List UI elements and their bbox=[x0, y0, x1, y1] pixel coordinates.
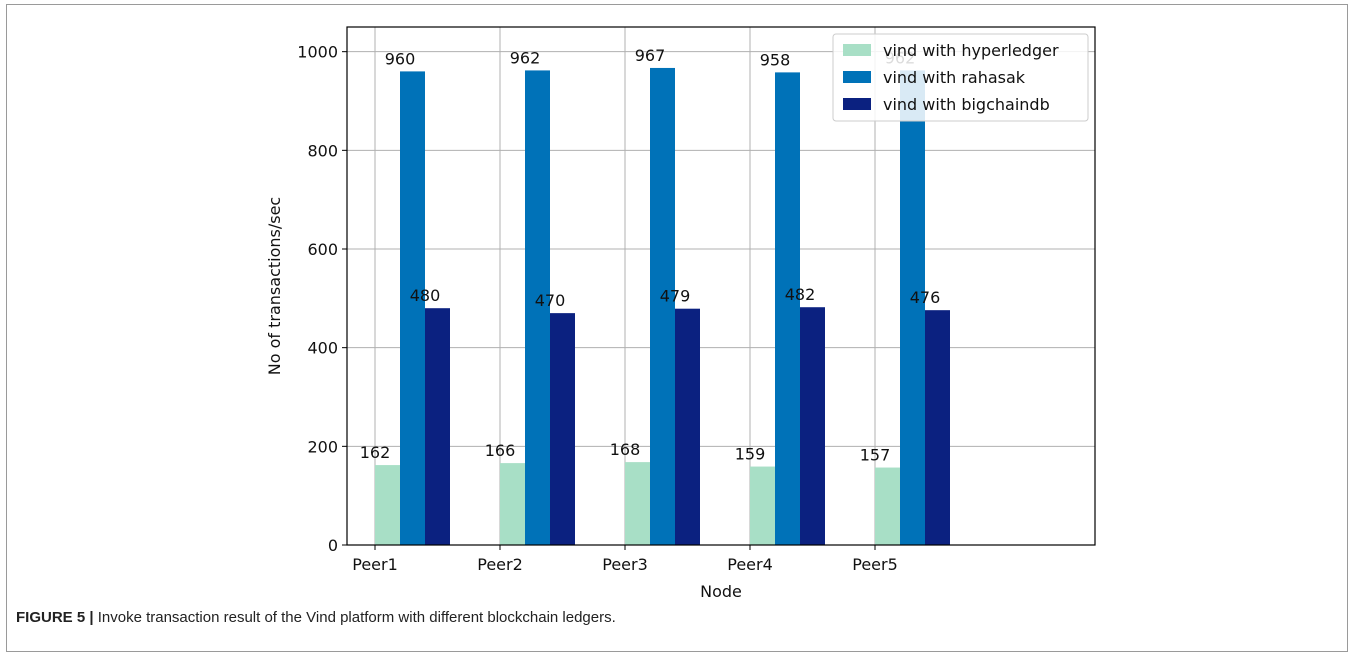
legend-swatch bbox=[843, 44, 871, 56]
bar bbox=[775, 72, 800, 546]
data-label: 470 bbox=[535, 291, 566, 310]
data-label: 958 bbox=[760, 50, 791, 69]
bar bbox=[750, 466, 775, 545]
bar bbox=[525, 70, 550, 545]
data-label: 166 bbox=[485, 441, 516, 460]
bar bbox=[400, 71, 425, 546]
data-label: 480 bbox=[410, 286, 441, 305]
x-tick-label: Peer3 bbox=[602, 555, 648, 574]
y-tick-label: 400 bbox=[307, 339, 338, 358]
bar bbox=[625, 462, 650, 545]
bar bbox=[650, 67, 675, 546]
data-label: 159 bbox=[735, 445, 766, 464]
bar bbox=[500, 463, 525, 545]
data-label: 482 bbox=[785, 285, 816, 304]
y-tick-label: 0 bbox=[328, 536, 338, 555]
bars bbox=[375, 67, 950, 546]
x-tick-label: Peer1 bbox=[352, 555, 398, 574]
bar bbox=[875, 467, 900, 545]
bar bbox=[900, 70, 925, 545]
data-label: 168 bbox=[610, 440, 641, 459]
bar bbox=[800, 307, 825, 545]
data-label: 162 bbox=[360, 443, 391, 462]
y-tick-label: 200 bbox=[307, 437, 338, 456]
legend-label: vind with hyperledger bbox=[883, 41, 1059, 60]
axis-ticks: 0 200 400 600 800 1000 Peer1 Peer2 Peer3 Peer4 Pee… bbox=[297, 43, 897, 574]
legend: vind with hyperledger vind with rahasak vi… bbox=[832, 33, 1089, 122]
legend-box bbox=[832, 33, 1089, 122]
bar bbox=[675, 308, 700, 545]
legend-swatch bbox=[843, 98, 871, 110]
figure-caption-label: FIGURE 5 | bbox=[16, 609, 94, 626]
data-label: 962 bbox=[510, 48, 541, 67]
y-tick-label: 1000 bbox=[297, 43, 338, 62]
plot-area-border bbox=[346, 26, 1096, 546]
x-tick-label: Peer4 bbox=[727, 555, 773, 574]
y-axis-label: No of transactions/sec bbox=[265, 197, 284, 375]
legend-label: vind with rahasak bbox=[883, 68, 1026, 87]
bar-chart: 1621661681591579609629679589624804704794… bbox=[265, 26, 1096, 600]
y-tick-label: 800 bbox=[307, 141, 338, 160]
legend-swatch bbox=[843, 71, 871, 83]
figure-frame bbox=[6, 4, 1348, 652]
figure-caption-text: Invoke transaction result of the Vind pl… bbox=[93, 609, 616, 626]
x-axis-label: Node bbox=[700, 582, 742, 600]
bar bbox=[925, 310, 950, 545]
data-label: 157 bbox=[860, 446, 891, 465]
bar bbox=[550, 313, 575, 545]
bar bbox=[425, 308, 450, 545]
bar bbox=[375, 465, 400, 545]
data-label: 960 bbox=[385, 49, 416, 68]
x-tick-label: Peer5 bbox=[852, 555, 898, 574]
x-tick-label: Peer2 bbox=[477, 555, 523, 574]
data-label: 967 bbox=[635, 46, 666, 65]
data-label: 476 bbox=[910, 288, 941, 307]
figure-caption: FIGURE 5 | Invoke transaction result of … bbox=[16, 609, 616, 626]
legend-label: vind with bigchaindb bbox=[883, 95, 1050, 114]
data-label: 479 bbox=[660, 287, 691, 306]
y-tick-label: 600 bbox=[307, 240, 338, 259]
